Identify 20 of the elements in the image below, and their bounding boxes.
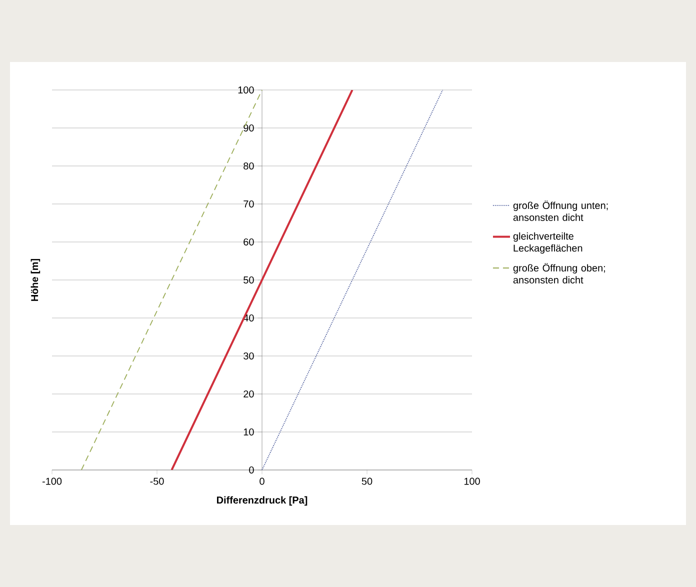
x-tick-label: -100 xyxy=(42,478,62,485)
x-tick-label: 100 xyxy=(464,478,480,485)
y-tick-label: 60 xyxy=(244,238,254,246)
y-tick-label: 20 xyxy=(244,390,254,398)
y-tick-label: 100 xyxy=(238,86,254,94)
legend-label: große Öffnung oben; ansonsten dicht xyxy=(513,263,605,284)
y-axis-title: Höhe [m] xyxy=(30,258,40,301)
x-axis-title: Differenzdruck [Pa] xyxy=(217,496,308,506)
y-tick-label: 0 xyxy=(249,466,254,474)
y-tick-label: 50 xyxy=(244,276,254,284)
y-tick-label: 10 xyxy=(244,428,254,436)
legend-label: große Öffnung unten; ansonsten dicht xyxy=(513,200,608,221)
y-tick-label: 70 xyxy=(244,200,254,208)
y-tick-label: 90 xyxy=(244,124,254,132)
legend-label: gleichverteilte Leckageflächen xyxy=(513,232,582,254)
y-tick-label: 30 xyxy=(244,352,254,360)
x-tick-label: 50 xyxy=(362,478,372,485)
x-tick-label: -50 xyxy=(150,478,164,485)
y-tick-label: 80 xyxy=(244,162,254,170)
x-tick-label: 0 xyxy=(260,478,264,485)
